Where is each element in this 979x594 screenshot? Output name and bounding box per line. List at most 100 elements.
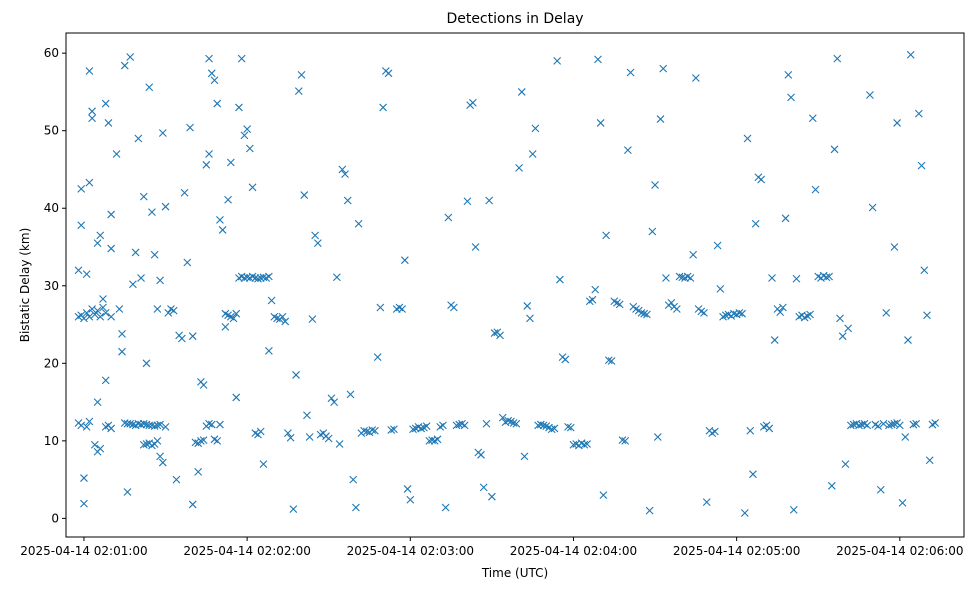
data-point (874, 422, 882, 431)
data-point (830, 145, 839, 154)
data-point (400, 256, 409, 265)
data-point (890, 243, 899, 251)
data-point (305, 433, 314, 441)
data-point (156, 452, 164, 461)
data-point (882, 309, 891, 317)
data-point (866, 91, 874, 99)
data-point (88, 114, 96, 123)
data-point (536, 420, 545, 429)
data-point (82, 270, 91, 279)
data-point (112, 150, 121, 158)
data-point (101, 376, 110, 385)
data-point (256, 427, 265, 436)
data-point (433, 435, 442, 444)
data-point (77, 184, 86, 193)
data-point (923, 311, 931, 320)
data-point (107, 244, 116, 253)
x-axis-label: Time (UTC) (481, 566, 548, 580)
data-point (123, 488, 132, 496)
data-point (332, 273, 341, 282)
data-point (267, 296, 276, 305)
data-point (297, 70, 306, 79)
data-point (245, 144, 254, 153)
data-point (487, 492, 496, 501)
data-point (153, 421, 162, 430)
data-point (88, 305, 96, 313)
data-point (912, 419, 921, 428)
data-point (449, 303, 458, 312)
data-point (836, 314, 844, 323)
data-point (539, 421, 548, 430)
data-point (278, 312, 287, 321)
data-point (713, 241, 722, 250)
data-point (180, 188, 189, 197)
data-point (330, 398, 339, 406)
data-point (93, 398, 102, 406)
data-point (96, 231, 105, 240)
data-point (460, 421, 469, 430)
data-point (139, 440, 148, 449)
data-point (205, 150, 213, 158)
data-point (90, 440, 99, 449)
data-point (583, 440, 591, 448)
data-point (349, 475, 358, 484)
data-point (615, 300, 624, 309)
data-point (468, 98, 477, 107)
data-point (757, 175, 766, 184)
data-point (528, 150, 537, 158)
data-point (172, 475, 181, 484)
data-point (735, 309, 744, 317)
data-point (158, 458, 167, 467)
data-point (115, 305, 124, 313)
data-point (224, 195, 232, 204)
data-point (686, 274, 695, 282)
data-point (898, 498, 907, 507)
data-point (789, 505, 798, 514)
data-point (504, 416, 513, 425)
data-point (341, 170, 349, 179)
data-point (352, 503, 360, 512)
data-point (675, 272, 684, 281)
data-point (653, 433, 662, 441)
data-point (743, 134, 752, 143)
data-point (787, 93, 795, 102)
data-points (74, 50, 940, 517)
data-point (80, 474, 88, 482)
data-point (914, 109, 923, 118)
data-point (82, 423, 91, 431)
data-point (838, 332, 847, 341)
data-point (855, 421, 863, 430)
data-point (264, 272, 273, 281)
data-point (205, 419, 213, 428)
data-point (390, 425, 398, 434)
data-point (371, 426, 379, 435)
data-point (463, 197, 472, 206)
data-point (93, 239, 102, 248)
data-point (672, 305, 681, 313)
data-point (207, 420, 216, 429)
data-point (232, 393, 241, 402)
data-point (931, 419, 940, 427)
y-tick-label: 10 (44, 434, 59, 448)
data-point (876, 485, 885, 494)
data-point (844, 324, 853, 333)
data-point (509, 419, 518, 427)
data-point (313, 239, 322, 248)
data-point (360, 426, 368, 435)
data-point (776, 308, 785, 317)
y-tick-label: 0 (51, 511, 59, 525)
x-axis-ticks: 2025-04-14 02:01:00 2025-04-14 02:02:00 20… (20, 537, 964, 558)
data-point (738, 309, 746, 318)
data-point (177, 334, 186, 343)
data-point (77, 421, 86, 430)
data-point (150, 250, 159, 259)
data-point (822, 273, 831, 282)
data-point (126, 419, 135, 428)
data-point (885, 421, 893, 430)
data-point (868, 203, 877, 212)
data-point (148, 208, 156, 217)
data-point (765, 424, 774, 433)
data-point (517, 88, 526, 96)
data-point (564, 423, 572, 431)
data-point (691, 74, 700, 82)
